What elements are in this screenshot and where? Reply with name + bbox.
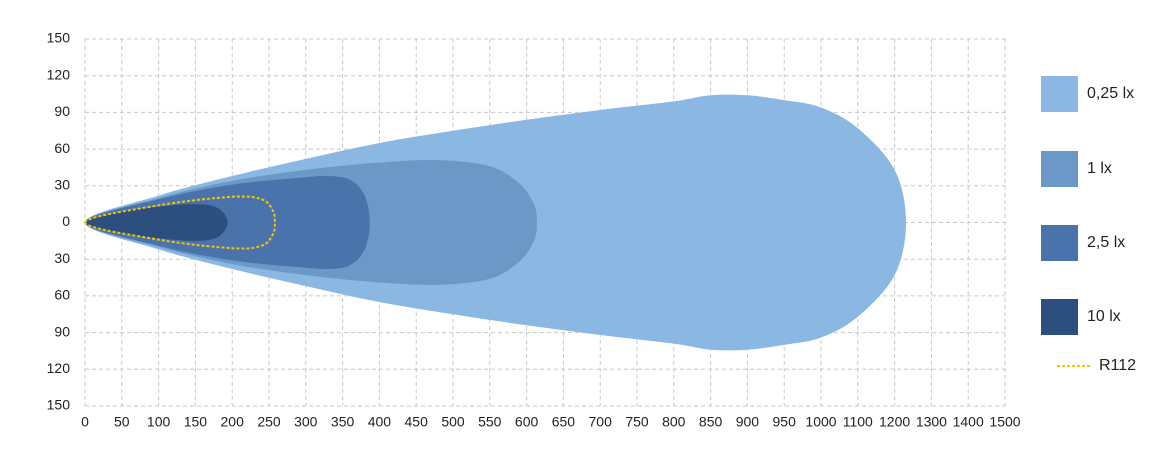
- x-tick-label: 50: [114, 414, 130, 430]
- x-tick-label: 650: [552, 414, 576, 430]
- y-tick-label: 90: [54, 103, 70, 119]
- x-tick-label: 300: [294, 414, 318, 430]
- legend-swatch: [1041, 151, 1078, 187]
- legend-swatch: [1041, 225, 1078, 261]
- legend-swatch: [1041, 299, 1078, 335]
- y-tick-label: 30: [54, 177, 70, 193]
- x-tick-label: 500: [441, 414, 465, 430]
- y-tick-label: 60: [54, 140, 70, 156]
- x-tick-label: 600: [515, 414, 539, 430]
- x-tick-label: 1500: [989, 414, 1020, 430]
- legend-swatch: [1041, 76, 1078, 112]
- x-tick-label: 1200: [879, 414, 910, 430]
- x-tick-label: 800: [662, 414, 686, 430]
- legend-label: 1 lx: [1087, 160, 1112, 177]
- x-tick-label: 1400: [953, 414, 984, 430]
- y-tick-label: 120: [47, 360, 71, 376]
- y-tick-label: 0: [62, 213, 70, 229]
- legend-label: 10 lx: [1087, 308, 1121, 325]
- x-tick-label: 700: [589, 414, 613, 430]
- legend-label: 0,25 lx: [1087, 85, 1134, 102]
- x-tick-label: 450: [405, 414, 429, 430]
- x-tick-label: 1300: [916, 414, 947, 430]
- x-tick-label: 350: [331, 414, 355, 430]
- y-tick-label: 60: [54, 287, 70, 303]
- x-tick-label: 550: [478, 414, 502, 430]
- legend-label: R112: [1099, 357, 1136, 374]
- x-tick-label: 750: [625, 414, 649, 430]
- area: [85, 204, 228, 241]
- x-tick-label: 200: [221, 414, 245, 430]
- x-tick-label: 1000: [805, 414, 836, 430]
- x-tick-label: 850: [699, 414, 723, 430]
- y-tick-label: 30: [54, 250, 70, 266]
- y-tick-label: 90: [54, 323, 70, 339]
- x-tick-label: 150: [184, 414, 208, 430]
- y-tick-label: 150: [47, 30, 71, 46]
- x-tick-label: 250: [257, 414, 281, 430]
- x-tick-label: 100: [147, 414, 171, 430]
- x-tick-label: 0: [81, 414, 89, 430]
- y-tick-label: 120: [47, 66, 71, 82]
- legend-label: 2,5 lx: [1087, 234, 1125, 251]
- x-tick-label: 950: [773, 414, 797, 430]
- y-tick-label: 150: [47, 397, 71, 413]
- x-tick-label: 900: [736, 414, 760, 430]
- x-tick-label: 1100: [843, 414, 873, 430]
- x-tick-label: 400: [368, 414, 392, 430]
